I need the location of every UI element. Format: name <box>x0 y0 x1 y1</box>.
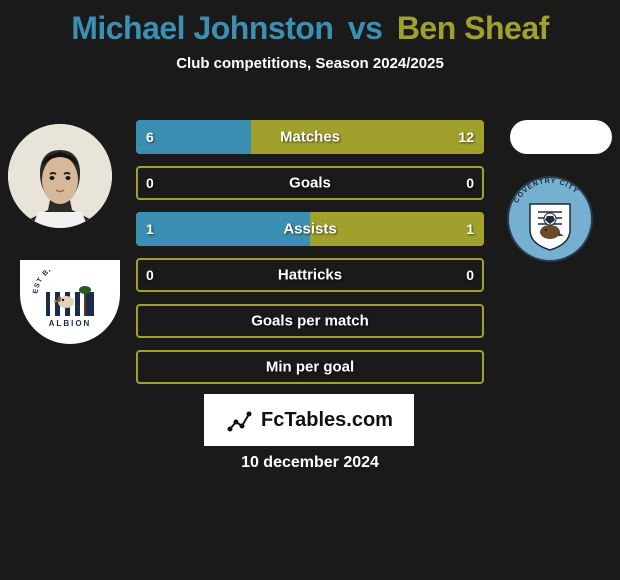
player2-avatar <box>510 120 612 154</box>
stat-value-player2: 0 <box>466 267 474 283</box>
svg-text:EST BROMWIC: EST BROMWIC <box>32 270 85 294</box>
vs-label: vs <box>348 10 383 46</box>
stat-row: Matches 6 12 <box>136 120 484 154</box>
stat-label: Assists <box>283 221 336 238</box>
stat-row: Min per goal <box>136 350 484 384</box>
comparison-title: Michael Johnston vs Ben Sheaf <box>0 0 620 47</box>
player2-club-badge: COVENTRY CITY <box>500 176 600 262</box>
stat-value-player1: 6 <box>146 129 154 145</box>
stat-value-player2: 0 <box>466 175 474 191</box>
svg-text:ALBION: ALBION <box>49 319 92 328</box>
player1-avatar <box>8 124 112 228</box>
stat-row: Hattricks 0 0 <box>136 258 484 292</box>
subtitle-text: Club competitions, Season 2024/2025 <box>0 55 620 72</box>
fctables-attribution: FcTables.com <box>204 394 414 446</box>
stat-row: Assists 1 1 <box>136 212 484 246</box>
fctables-text: FcTables.com <box>261 409 393 432</box>
stat-value-player2: 12 <box>458 129 474 145</box>
stat-row: Goals 0 0 <box>136 166 484 200</box>
stat-label: Hattricks <box>278 267 342 284</box>
stat-label: Matches <box>280 129 340 146</box>
stat-value-player1: 0 <box>146 175 154 191</box>
player1-name: Michael Johnston <box>71 10 333 46</box>
player2-name: Ben Sheaf <box>397 10 549 46</box>
stat-row: Goals per match <box>136 304 484 338</box>
fctables-logo-icon <box>225 407 255 433</box>
stats-chart: Matches612Goals00Assists11Hattricks00Goa… <box>136 120 484 396</box>
stat-value-player1: 0 <box>146 267 154 283</box>
player1-club-badge: EST BROMWIC ALBION <box>20 260 120 344</box>
stat-label: Goals per match <box>251 313 369 330</box>
stat-value-player1: 1 <box>146 221 154 237</box>
stat-label: Min per goal <box>266 359 354 376</box>
date-text: 10 december 2024 <box>0 454 620 472</box>
stat-label: Goals <box>289 175 331 192</box>
stat-value-player2: 1 <box>466 221 474 237</box>
